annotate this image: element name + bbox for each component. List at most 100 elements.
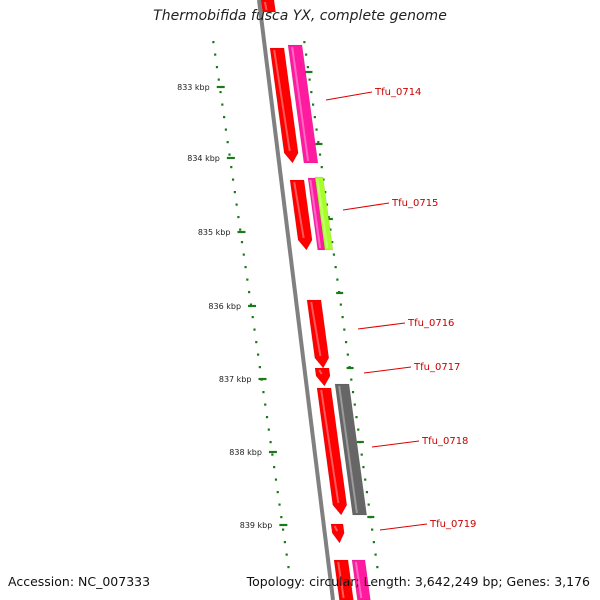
tick-dot <box>233 191 236 194</box>
tick-dot <box>273 466 276 469</box>
gene-layer <box>260 0 371 600</box>
tick-dot <box>320 166 323 169</box>
gene-callout-line <box>342 202 390 211</box>
gene-label-layer: Tfu_0714 Tfu_0715 Tfu_0716 Tfu_0717 Tfu_0718… <box>325 87 476 531</box>
tick-dot <box>249 303 253 306</box>
tick-dot <box>310 91 313 94</box>
tick-dot <box>262 391 265 394</box>
tick-dot <box>258 366 261 369</box>
genome-backbone <box>257 0 335 600</box>
tick-label: 836 kbp <box>208 302 241 311</box>
gene-label[interactable]: Tfu_0717 <box>413 362 460 373</box>
tick-dot <box>341 316 344 319</box>
tick-dot <box>240 241 244 244</box>
accession-text: Accession: NC_007333 <box>8 574 151 589</box>
gene-arrow[interactable] <box>289 179 313 251</box>
tick-dot <box>331 241 334 244</box>
tick-dot <box>244 266 247 269</box>
tick-dot <box>305 53 308 56</box>
gene-arrow[interactable] <box>287 44 319 164</box>
tick-label: 838 kbp <box>229 448 262 457</box>
tick-dot <box>246 278 249 281</box>
tick-dot <box>311 103 315 106</box>
tick-dot <box>219 91 222 94</box>
tick-dot <box>367 503 370 506</box>
tick-dot <box>324 191 327 194</box>
gene-sheen <box>338 385 358 514</box>
tick-dot <box>336 278 339 281</box>
tick-dot <box>278 503 281 506</box>
tick-dot <box>376 566 379 569</box>
gene-sheen <box>263 1 268 11</box>
tick-dot <box>269 441 272 444</box>
tick-dot <box>281 528 285 531</box>
tick-dot <box>251 316 254 319</box>
tick-dot <box>217 78 220 81</box>
tick-dot <box>256 353 260 356</box>
tick-label: 837 kbp <box>219 375 252 384</box>
tick-dot <box>230 166 233 169</box>
gene-label[interactable]: Tfu_0718 <box>421 436 468 447</box>
topology-text: Topology: circular; Length: 3,642,249 bp… <box>246 574 590 589</box>
tick-dot <box>224 128 227 131</box>
tick-dot <box>276 491 279 494</box>
gene-arrow[interactable] <box>330 523 345 544</box>
tick-dot <box>355 416 358 419</box>
tick-dot <box>308 78 311 81</box>
tick-dot <box>215 66 219 69</box>
gene-label[interactable]: Tfu_0715 <box>391 198 438 209</box>
tick-dot <box>350 378 353 381</box>
gene-arrow[interactable] <box>316 387 348 516</box>
tick-dot <box>280 516 283 519</box>
tick-dot <box>374 553 377 556</box>
gene-arrow[interactable] <box>260 0 276 13</box>
tick-dot <box>237 216 240 219</box>
tick-dot <box>255 341 258 344</box>
tick-dot <box>362 466 365 469</box>
tick-dot <box>228 153 231 156</box>
tick-dot <box>267 428 270 431</box>
gene-arrow[interactable] <box>269 47 299 164</box>
gene-arrow[interactable] <box>314 176 334 251</box>
tick-dot <box>360 453 363 456</box>
tick-dot <box>242 253 245 256</box>
gene-callout-line <box>363 366 412 374</box>
gene-sheen <box>337 561 345 599</box>
tick-label: 833 kbp <box>177 83 210 92</box>
gene-sheen <box>354 561 363 599</box>
tick-label: 834 kbp <box>187 154 220 163</box>
gene-sheen <box>293 181 305 239</box>
gene-arrow[interactable] <box>314 367 331 387</box>
tick-label: 835 kbp <box>198 228 231 237</box>
tick-dot <box>364 478 367 481</box>
tick-dot <box>346 353 349 356</box>
tick-dot <box>235 203 238 206</box>
gene-arrow[interactable] <box>306 299 330 369</box>
tick-dot <box>223 116 226 119</box>
gene-arrow[interactable] <box>334 383 367 516</box>
tick-dot <box>315 128 318 131</box>
tick-dot <box>283 541 286 544</box>
tick-dot <box>372 541 375 544</box>
tick-dot <box>318 153 322 156</box>
tick-layer: 833 kbp 834 kbp 835 kbp 836 kbp 837 kbp 838 k… <box>177 41 379 569</box>
tick-dot <box>343 328 346 331</box>
gene-label[interactable]: Tfu_0719 <box>429 519 476 530</box>
gene-label[interactable]: Tfu_0716 <box>407 318 454 329</box>
gene-arrow[interactable] <box>351 559 371 600</box>
tick-dot <box>285 553 288 556</box>
gene-arrow[interactable] <box>333 559 354 600</box>
gene-label[interactable]: Tfu_0714 <box>374 87 421 98</box>
tick-dot <box>339 303 342 306</box>
tick-dot <box>303 41 306 44</box>
gene-callout-line <box>325 91 373 101</box>
gene-sheen <box>318 369 323 375</box>
gene-sheen <box>310 301 322 357</box>
tick-dot <box>313 116 316 119</box>
gene-sheen <box>309 179 322 249</box>
tick-dot <box>322 178 325 181</box>
tick-dot <box>357 428 360 431</box>
tick-dot <box>344 341 348 344</box>
tick-dot <box>332 253 336 256</box>
